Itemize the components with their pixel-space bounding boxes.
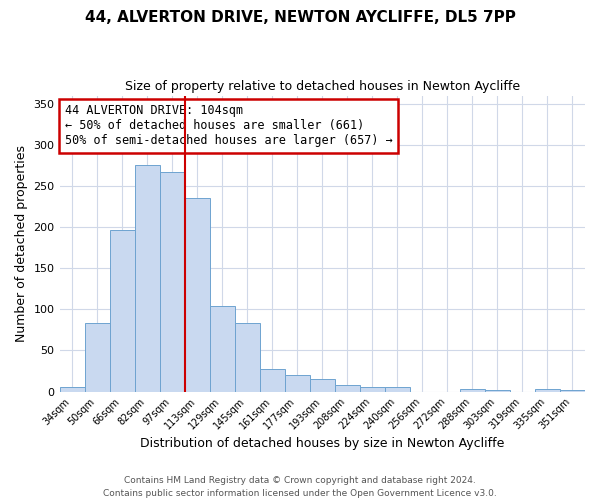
- Bar: [85, 322, 110, 392]
- X-axis label: Distribution of detached houses by size in Newton Aycliffe: Distribution of detached houses by size …: [140, 437, 505, 450]
- Text: 44 ALVERTON DRIVE: 104sqm
← 50% of detached houses are smaller (661)
50% of semi: 44 ALVERTON DRIVE: 104sqm ← 50% of detac…: [65, 104, 392, 148]
- Bar: [360, 386, 385, 392]
- Bar: [59, 386, 85, 392]
- Bar: [335, 385, 360, 392]
- Bar: [460, 389, 485, 392]
- Bar: [485, 390, 510, 392]
- Bar: [160, 172, 185, 392]
- Y-axis label: Number of detached properties: Number of detached properties: [15, 145, 28, 342]
- Bar: [235, 322, 260, 392]
- Bar: [560, 390, 585, 392]
- Bar: [285, 375, 310, 392]
- Text: 44, ALVERTON DRIVE, NEWTON AYCLIFFE, DL5 7PP: 44, ALVERTON DRIVE, NEWTON AYCLIFFE, DL5…: [85, 10, 515, 25]
- Bar: [134, 164, 160, 392]
- Bar: [535, 389, 560, 392]
- Title: Size of property relative to detached houses in Newton Aycliffe: Size of property relative to detached ho…: [125, 80, 520, 93]
- Bar: [209, 306, 235, 392]
- Bar: [310, 379, 335, 392]
- Text: Contains HM Land Registry data © Crown copyright and database right 2024.
Contai: Contains HM Land Registry data © Crown c…: [103, 476, 497, 498]
- Bar: [385, 388, 410, 392]
- Bar: [185, 198, 209, 392]
- Bar: [260, 370, 285, 392]
- Bar: [110, 230, 134, 392]
